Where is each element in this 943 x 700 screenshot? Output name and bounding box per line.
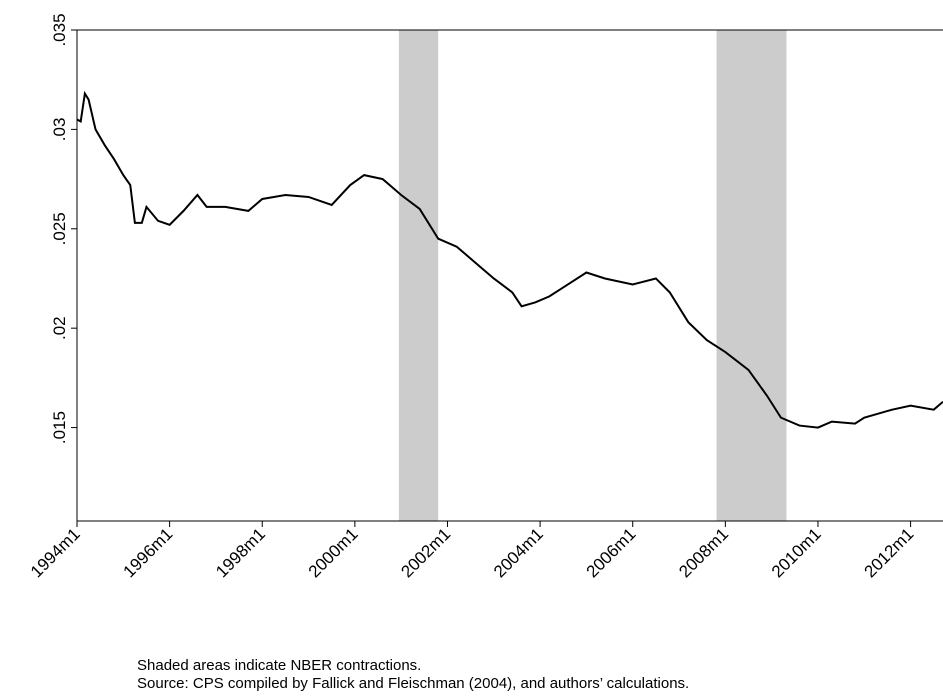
y-tick-label: .015 [50, 411, 69, 444]
note: Shaded areas indicate NBER contractions. [137, 657, 421, 674]
x-tick-label: 2006m1 [583, 524, 640, 581]
note: Source: CPS compiled by Fallick and Flei… [137, 675, 689, 692]
x-tick-label: 2000m1 [305, 524, 362, 581]
y-tick-label: .02 [50, 316, 69, 340]
x-tick-label: 2008m1 [675, 524, 732, 581]
data-line [76, 90, 943, 429]
x-tick-label: 2010m1 [768, 524, 825, 581]
x-tick-label: 2004m1 [490, 524, 547, 581]
x-tick-label: 2002m1 [397, 524, 454, 581]
recession-shade [398, 30, 439, 521]
recession-shade [716, 30, 787, 521]
y-tick-label: .035 [50, 13, 69, 46]
x-tick-label: 1998m1 [212, 524, 269, 581]
y-tick-label: .03 [50, 118, 69, 142]
y-tick-label: .025 [50, 212, 69, 245]
x-tick-label: 1994m1 [27, 524, 84, 581]
x-tick-label: 2012m1 [861, 524, 918, 581]
x-tick-label: 1996m1 [120, 524, 177, 581]
